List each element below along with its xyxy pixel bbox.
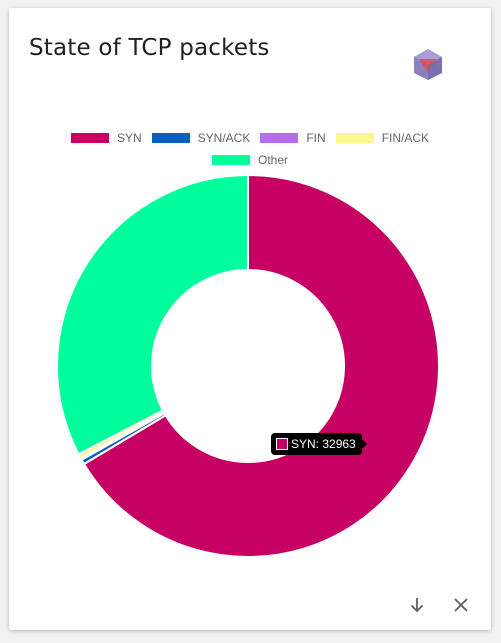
legend-label: SYN/ACK xyxy=(197,131,251,145)
tooltip-swatch xyxy=(276,438,288,450)
legend-label: SYN xyxy=(116,131,142,145)
chart-card: State of TCP packets SYN SYN/ACK FIN FIN/AC… xyxy=(9,8,491,630)
legend-swatch xyxy=(151,133,190,143)
donut-slice-syn[interactable] xyxy=(82,173,440,558)
legend-item[interactable]: FIN/ACK xyxy=(335,131,430,145)
legend-item[interactable]: FIN xyxy=(260,131,326,145)
legend-item[interactable]: Other xyxy=(211,153,288,167)
legend-row: Other xyxy=(9,149,491,171)
legend-swatch xyxy=(335,133,374,143)
legend-label: FIN/ACK xyxy=(381,131,430,145)
arrow-down-icon[interactable] xyxy=(405,593,429,617)
cube-logo-icon xyxy=(414,49,442,80)
legend-swatch xyxy=(70,133,109,143)
legend-item[interactable]: SYN/ACK xyxy=(151,131,251,145)
chart-tooltip: SYN: 32963 xyxy=(271,433,367,455)
legend-label: FIN xyxy=(306,131,326,145)
chart-legend: SYN SYN/ACK FIN FIN/ACK Other xyxy=(9,127,491,171)
legend-swatch xyxy=(211,155,250,165)
donut-slice-other[interactable] xyxy=(56,173,249,456)
legend-swatch xyxy=(260,133,299,143)
tooltip-text: SYN: 32963 xyxy=(291,437,356,451)
legend-row: SYN SYN/ACK FIN FIN/ACK xyxy=(9,127,491,149)
card-actions xyxy=(405,593,473,617)
legend-label: Other xyxy=(257,153,288,167)
close-icon[interactable] xyxy=(449,593,473,617)
card-title: State of TCP packets xyxy=(29,35,270,61)
donut-chart xyxy=(56,173,440,558)
legend-item[interactable]: SYN xyxy=(70,131,142,145)
